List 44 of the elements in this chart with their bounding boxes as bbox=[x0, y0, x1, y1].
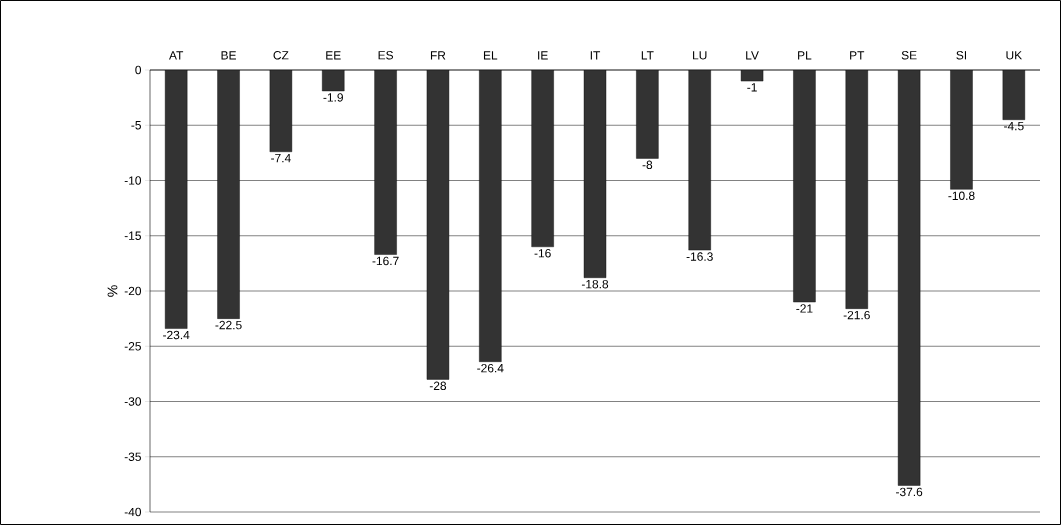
data-label: -16.3 bbox=[686, 252, 713, 261]
data-label: -16.7 bbox=[372, 256, 399, 266]
data-label: -7.4 bbox=[271, 153, 291, 163]
x-tick-label: IE bbox=[538, 51, 548, 60]
x-tick-label: SI bbox=[956, 51, 967, 60]
data-label: -4.5 bbox=[1004, 121, 1024, 131]
y-tick-label: -5 bbox=[131, 121, 141, 130]
data-label: -10.8 bbox=[948, 191, 975, 200]
y-tick-label: -15 bbox=[124, 231, 141, 240]
x-tick-label: AT bbox=[169, 51, 184, 60]
data-label: -8 bbox=[642, 160, 653, 170]
data-label: -22.5 bbox=[215, 320, 242, 330]
x-tick-label: UK bbox=[1006, 51, 1023, 60]
x-tick-label: IT bbox=[590, 51, 601, 60]
y-tick-label: -20 bbox=[124, 286, 142, 296]
x-tick-label: LU bbox=[693, 51, 707, 60]
data-label: -28 bbox=[429, 381, 447, 391]
y-tick-label: -40 bbox=[124, 507, 142, 517]
x-tick-label: EE bbox=[326, 51, 341, 60]
data-label: -26.4 bbox=[477, 363, 504, 373]
data-label: -23.4 bbox=[163, 330, 190, 340]
data-label: -21.6 bbox=[843, 310, 870, 320]
x-tick-label: PL bbox=[798, 51, 812, 60]
x-tick-label: EL bbox=[483, 51, 498, 60]
y-tick-label: -30 bbox=[124, 397, 142, 406]
data-label: -18.8 bbox=[581, 279, 609, 289]
y-tick-label: 0 bbox=[135, 65, 142, 75]
x-tick-label: CZ bbox=[273, 51, 289, 60]
y-tick-label: -25 bbox=[124, 342, 141, 351]
data-label: -1.9 bbox=[323, 93, 343, 102]
data-label: -16 bbox=[534, 249, 551, 258]
x-tick-label: LV bbox=[746, 51, 759, 60]
data-label: -37.6 bbox=[896, 487, 923, 497]
x-tick-label: BE bbox=[221, 51, 236, 60]
data-label: -21 bbox=[796, 304, 813, 313]
x-tick-label: ES bbox=[378, 51, 394, 60]
x-tick-label: LT bbox=[641, 51, 654, 60]
x-tick-label: PT bbox=[850, 51, 865, 60]
y-axis-title: % bbox=[107, 285, 118, 297]
data-label: -1 bbox=[747, 83, 757, 92]
x-tick-label: SE bbox=[901, 51, 917, 60]
x-tick-label: FR bbox=[430, 51, 446, 60]
y-tick-label: -10 bbox=[124, 176, 142, 185]
y-tick-label: -35 bbox=[124, 452, 141, 461]
